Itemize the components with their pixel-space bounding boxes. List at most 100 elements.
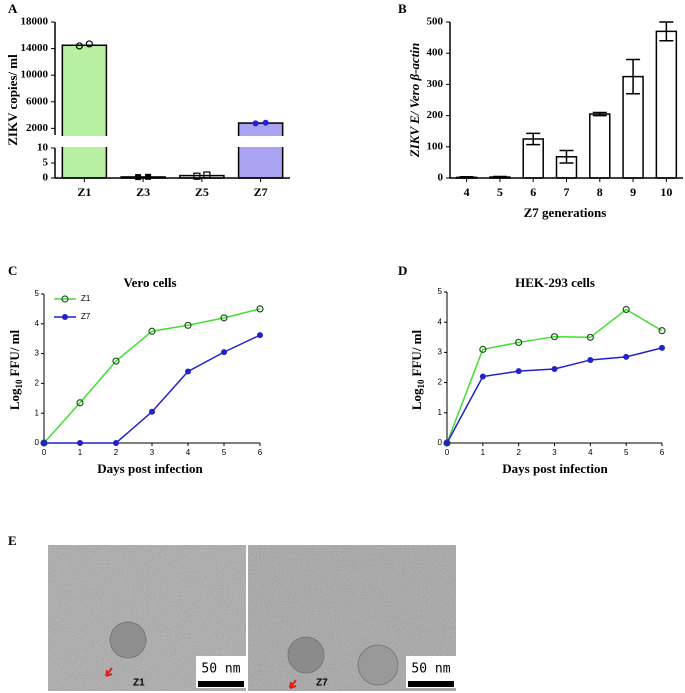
x-axis-label: Days post infection bbox=[97, 461, 203, 476]
image-label: Z1 bbox=[133, 678, 145, 689]
x-tick-label: 4 bbox=[464, 185, 470, 199]
point bbox=[252, 120, 259, 127]
point bbox=[62, 314, 68, 320]
legend-label: Z7 bbox=[81, 312, 91, 321]
scale-bar bbox=[198, 681, 244, 687]
x-tick-label: 6 bbox=[660, 448, 665, 457]
point bbox=[659, 344, 665, 351]
y-axis-label: Log10 FFU/ ml bbox=[7, 329, 24, 410]
axes bbox=[449, 22, 683, 179]
y-tick-label: 3 bbox=[35, 349, 40, 358]
x-tick-label: 0 bbox=[42, 448, 47, 457]
point bbox=[515, 338, 523, 347]
x-tick-label: 5 bbox=[222, 448, 227, 457]
point bbox=[479, 373, 486, 380]
arrow bbox=[105, 667, 113, 677]
y-axis-label-sub: 10 bbox=[14, 379, 24, 389]
y-tick-label: 5 bbox=[43, 157, 49, 169]
x-tick-label: 5 bbox=[497, 185, 503, 199]
scale-label: 50 nm bbox=[201, 662, 240, 677]
point bbox=[658, 327, 666, 335]
y-tick-label: 1 bbox=[35, 408, 40, 417]
x-tick-label: 3 bbox=[552, 448, 557, 457]
y-tick-label: 6000 bbox=[26, 95, 49, 107]
y-tick-label: 2 bbox=[438, 378, 443, 387]
y-tick-label: 0 bbox=[43, 172, 49, 184]
x-tick-label: 4 bbox=[588, 448, 593, 457]
point bbox=[113, 440, 119, 446]
y-tick-label: 10 bbox=[37, 142, 49, 154]
x-tick-label: 3 bbox=[150, 448, 155, 457]
y-tick-label: 0 bbox=[438, 172, 444, 184]
point bbox=[203, 171, 211, 179]
panel-label: C bbox=[8, 263, 17, 278]
y-axis-label: ZIKV copies/ ml bbox=[5, 54, 20, 146]
panel-e: E Z1 Z7 50 nm 50 nm bbox=[8, 533, 456, 691]
x-tick-label: 8 bbox=[597, 185, 603, 199]
legend-label: Z1 bbox=[81, 294, 91, 303]
point bbox=[145, 173, 152, 180]
series-line bbox=[44, 334, 261, 444]
x-axis-label: Days post infection bbox=[502, 461, 608, 476]
error-bar bbox=[526, 132, 541, 146]
y-tick-label: 4 bbox=[438, 317, 443, 326]
panel-label: A bbox=[8, 1, 18, 16]
y-tick-label: 10000 bbox=[21, 69, 49, 81]
point bbox=[515, 368, 522, 375]
y-tick-label: 14000 bbox=[21, 42, 49, 54]
y-tick-label: 2000 bbox=[26, 122, 49, 134]
y-axis-label: ZIKV E/ Vero β-actin bbox=[407, 43, 422, 158]
point bbox=[149, 408, 155, 415]
x-tick-label: Z3 bbox=[136, 185, 150, 199]
bar bbox=[589, 113, 611, 179]
point bbox=[444, 440, 450, 446]
y-tick-label: 400 bbox=[427, 47, 444, 59]
virion bbox=[109, 621, 147, 659]
x-tick-label: 1 bbox=[481, 448, 486, 457]
point bbox=[622, 305, 630, 314]
y-tick-label: 2 bbox=[35, 379, 40, 388]
point bbox=[221, 349, 227, 356]
x-tick-label: 2 bbox=[114, 448, 119, 457]
x-tick-label: 5 bbox=[624, 448, 629, 457]
chart-title: Vero cells bbox=[123, 275, 176, 290]
x-tick-label: 1 bbox=[78, 448, 83, 457]
point bbox=[262, 119, 269, 126]
point bbox=[623, 353, 630, 360]
y-tick-label: 5 bbox=[438, 287, 443, 296]
point bbox=[148, 327, 156, 335]
y-axis-label-sub: 10 bbox=[416, 379, 426, 389]
y-tick-label: 3 bbox=[438, 348, 443, 357]
virion bbox=[287, 636, 325, 674]
point bbox=[75, 42, 83, 50]
x-tick-label: 6 bbox=[530, 185, 536, 199]
point bbox=[550, 333, 559, 341]
panel-label: B bbox=[398, 1, 407, 16]
y-tick-label: 5 bbox=[35, 289, 40, 298]
x-tick-label: 10 bbox=[660, 185, 672, 199]
point bbox=[551, 366, 558, 373]
y-axis-label-part: Log bbox=[409, 388, 424, 410]
y-axis-label: Log10 FFU/ ml bbox=[409, 329, 426, 410]
x-tick-label: 0 bbox=[445, 448, 450, 457]
arrow bbox=[289, 679, 297, 689]
y-tick-label: 200 bbox=[427, 109, 444, 121]
x-tick-label: Z5 bbox=[195, 185, 209, 199]
x-tick-label: 7 bbox=[564, 185, 570, 199]
bar bbox=[61, 44, 108, 179]
y-tick-label: 1 bbox=[438, 408, 443, 417]
x-tick-label: 6 bbox=[258, 448, 263, 457]
y-tick-label: 18000 bbox=[21, 16, 49, 28]
axis-break bbox=[49, 136, 290, 147]
error-bar bbox=[592, 111, 607, 117]
point bbox=[112, 357, 120, 365]
series-line bbox=[446, 308, 663, 444]
error-bar bbox=[559, 149, 574, 164]
point bbox=[479, 345, 487, 353]
point bbox=[41, 440, 47, 446]
scale-bar bbox=[408, 681, 454, 687]
scale-label: 50 nm bbox=[411, 662, 450, 677]
y-tick-label: 0 bbox=[438, 438, 443, 447]
chart-title: HEK-293 cells bbox=[515, 275, 595, 290]
